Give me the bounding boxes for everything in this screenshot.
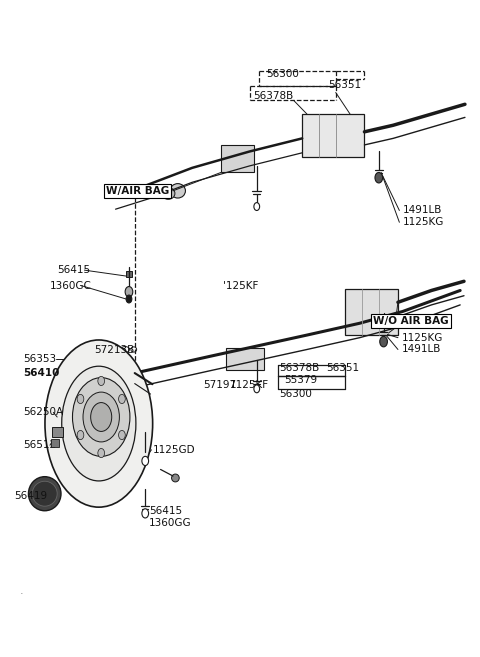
Text: 57213B: 57213B bbox=[95, 345, 135, 355]
Text: 1125GD: 1125GD bbox=[153, 445, 195, 455]
Text: 56512: 56512 bbox=[23, 440, 56, 450]
Text: 1360GG: 1360GG bbox=[149, 518, 192, 528]
Circle shape bbox=[98, 376, 105, 386]
Text: 1125KG: 1125KG bbox=[402, 332, 443, 343]
Ellipse shape bbox=[62, 366, 136, 481]
Circle shape bbox=[126, 295, 132, 303]
Circle shape bbox=[142, 509, 149, 518]
Circle shape bbox=[380, 336, 387, 347]
Ellipse shape bbox=[45, 340, 153, 507]
Circle shape bbox=[77, 430, 84, 440]
Ellipse shape bbox=[171, 474, 179, 482]
Text: 56353: 56353 bbox=[24, 354, 57, 365]
FancyBboxPatch shape bbox=[302, 114, 364, 157]
Text: 55379: 55379 bbox=[284, 374, 317, 384]
Ellipse shape bbox=[161, 187, 175, 199]
Text: 1491LB: 1491LB bbox=[402, 344, 441, 355]
FancyBboxPatch shape bbox=[345, 289, 398, 335]
Bar bbox=[52, 427, 63, 437]
Circle shape bbox=[77, 394, 84, 403]
Circle shape bbox=[375, 173, 383, 183]
Text: 1360GC: 1360GC bbox=[50, 281, 92, 291]
Ellipse shape bbox=[32, 482, 57, 506]
Bar bbox=[51, 439, 59, 447]
Circle shape bbox=[119, 394, 125, 403]
Ellipse shape bbox=[28, 477, 61, 510]
Text: .: . bbox=[20, 586, 24, 596]
Text: 56351: 56351 bbox=[326, 363, 359, 373]
Text: W/O AIR BAG: W/O AIR BAG bbox=[373, 315, 449, 326]
Text: W/AIR BAG: W/AIR BAG bbox=[106, 186, 169, 196]
Text: 56378B: 56378B bbox=[279, 363, 320, 373]
FancyBboxPatch shape bbox=[221, 145, 254, 173]
Text: 56415: 56415 bbox=[57, 265, 90, 275]
Text: 56415: 56415 bbox=[149, 506, 182, 516]
Text: 1125KG: 1125KG bbox=[403, 217, 444, 227]
Text: 1125KF: 1125KF bbox=[229, 380, 269, 390]
Text: 56300: 56300 bbox=[279, 389, 312, 399]
Text: 57197: 57197 bbox=[204, 380, 237, 390]
Text: 56410: 56410 bbox=[24, 368, 60, 378]
Text: 56419: 56419 bbox=[14, 491, 47, 501]
Text: 56300: 56300 bbox=[266, 69, 299, 79]
Text: 56351: 56351 bbox=[399, 321, 432, 331]
Ellipse shape bbox=[170, 183, 185, 198]
Circle shape bbox=[72, 378, 130, 457]
Circle shape bbox=[254, 202, 260, 210]
Text: 56351: 56351 bbox=[328, 79, 361, 89]
Circle shape bbox=[119, 430, 125, 440]
Circle shape bbox=[91, 403, 112, 432]
Circle shape bbox=[83, 392, 120, 442]
Text: 56378B: 56378B bbox=[253, 91, 294, 101]
Circle shape bbox=[125, 286, 133, 297]
Circle shape bbox=[98, 449, 105, 458]
Circle shape bbox=[142, 457, 149, 466]
Bar bbox=[126, 271, 132, 277]
FancyBboxPatch shape bbox=[226, 348, 264, 371]
Circle shape bbox=[254, 385, 260, 393]
Text: '125KF: '125KF bbox=[223, 281, 259, 291]
Text: 1491LB: 1491LB bbox=[403, 206, 442, 215]
Text: 56250A: 56250A bbox=[24, 407, 64, 417]
Bar bbox=[143, 451, 148, 456]
